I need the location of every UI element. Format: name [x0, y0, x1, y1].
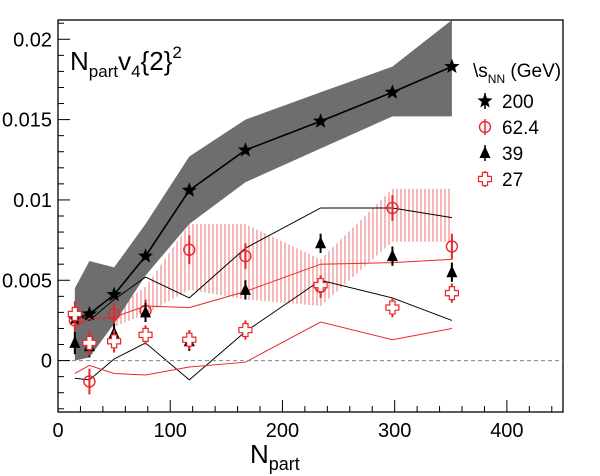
band-27-gev-upper — [74, 258, 452, 328]
series-200-point — [312, 113, 329, 128]
series-62-4-point — [107, 307, 121, 321]
x-tick-label: 400 — [490, 420, 523, 442]
y-tick-label: 0.02 — [13, 29, 52, 51]
x-tick-label: 0 — [52, 420, 63, 442]
title-sup: 2 — [172, 43, 181, 62]
legend-header-sub: NN — [488, 72, 505, 86]
series-200-point — [237, 142, 254, 157]
legend-item-27-marker — [477, 171, 493, 187]
legend-item-27-label: 27 — [502, 170, 523, 191]
legend-item-39: 39 — [479, 144, 523, 165]
series-200-point — [444, 58, 460, 74]
series-27-point — [138, 327, 153, 342]
series-39-point — [69, 335, 81, 348]
y-tick-label: 0.015 — [2, 110, 52, 132]
series-200-point — [137, 248, 154, 263]
series-27-point — [67, 306, 82, 322]
series-62-4-point — [386, 201, 399, 215]
systematic-bands — [74, 20, 453, 381]
x-axis-title-sub: part — [269, 454, 300, 474]
legend-header-tail: (GeV) — [505, 61, 561, 82]
series-200-point — [81, 306, 98, 321]
series-27 — [67, 275, 459, 356]
title-tail: {2} — [141, 46, 173, 76]
title-sub: part — [89, 62, 119, 81]
legend-item-27: 27 — [477, 170, 523, 191]
x-axis-title-main: N — [250, 439, 269, 469]
legend-item-62-4-marker — [478, 120, 492, 134]
legend-header: \sNN (GeV) — [473, 61, 561, 86]
series-39-point — [239, 282, 251, 295]
legend-item-62-4: 62.4 — [478, 118, 539, 139]
chart-title: Npartv4{2}2 — [70, 43, 182, 81]
series-200-point — [384, 84, 401, 99]
series-62-4-point — [183, 243, 196, 256]
title-sub2: 4 — [131, 62, 140, 81]
y-tick-label: 0.005 — [2, 270, 52, 292]
legend-item-200: 200 — [477, 92, 534, 113]
series-27-point — [182, 332, 197, 347]
y-tick-label: 0 — [41, 351, 52, 373]
band-27-gev-lower — [74, 321, 452, 376]
series-layer — [67, 58, 460, 395]
legend-item-200-label: 200 — [502, 92, 534, 113]
series-39-point — [386, 249, 398, 262]
series-27-point — [82, 335, 97, 351]
title-rest: v — [118, 46, 131, 76]
series-39-point — [446, 265, 458, 278]
band-62-4-gev — [74, 188, 452, 337]
legend-item-39-label: 39 — [502, 144, 523, 165]
band-39-gev-upper — [74, 207, 452, 322]
band-39-gev-lower — [74, 279, 453, 381]
legend-header-main: \s — [473, 61, 488, 82]
legend-item-62-4-label: 62.4 — [502, 118, 539, 139]
series-200-point — [181, 182, 197, 197]
series-27-point — [385, 300, 400, 315]
legend: \sNN (GeV) 200 62.4 39 27 — [473, 61, 561, 191]
series-27-point — [238, 322, 253, 338]
series-27-point — [444, 286, 459, 301]
title-main: N — [70, 46, 89, 76]
axis-ticks: 0 100 200 300 400 0 0.005 0.01 0.015 0.02 — [2, 22, 553, 442]
legend-item-200-marker — [477, 93, 493, 108]
legend-item-39-marker — [479, 146, 491, 158]
x-axis-title: Npart — [250, 439, 300, 474]
series-27-point — [313, 277, 328, 293]
x-tick-label: 300 — [378, 420, 411, 442]
x-tick-label: 100 — [154, 420, 187, 442]
series-200 — [67, 58, 460, 326]
series-39-point — [140, 305, 152, 318]
x-tick-label: 200 — [266, 420, 299, 442]
series-27-point — [107, 334, 122, 349]
series-62-4-point — [83, 375, 96, 388]
series-200-point — [106, 286, 122, 302]
band-200-gev — [74, 20, 452, 361]
y-tick-label: 0.01 — [13, 190, 52, 212]
series-62-4-point — [239, 249, 252, 263]
series-39-point — [315, 236, 327, 249]
series-62-4-point — [445, 240, 459, 253]
